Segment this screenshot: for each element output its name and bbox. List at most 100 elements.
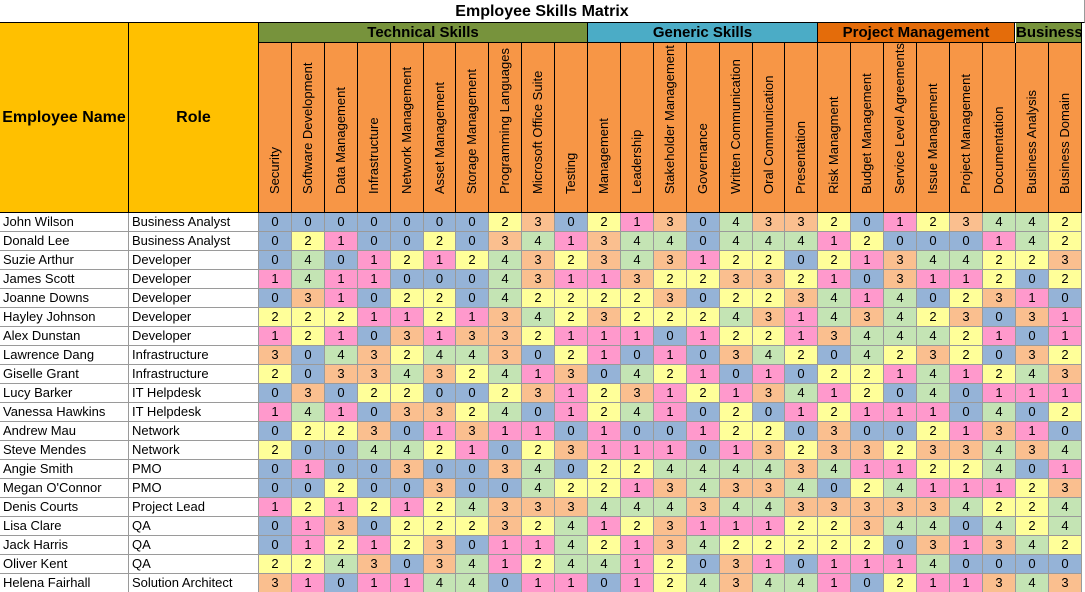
skill-level-cell[interactable]: 2: [818, 251, 851, 270]
skill-level-cell[interactable]: 2: [720, 251, 753, 270]
skill-level-cell[interactable]: 2: [884, 574, 917, 592]
skill-level-cell[interactable]: 1: [1049, 384, 1082, 403]
skill-level-cell[interactable]: 3: [259, 346, 292, 365]
skill-level-cell[interactable]: 0: [292, 365, 325, 384]
skill-level-cell[interactable]: 2: [555, 308, 588, 327]
skill-level-cell[interactable]: 4: [654, 498, 687, 517]
skill-level-cell[interactable]: 4: [1016, 536, 1049, 555]
skill-level-cell[interactable]: 1: [687, 251, 720, 270]
skill-level-cell[interactable]: 4: [884, 308, 917, 327]
skill-level-cell[interactable]: 0: [1049, 422, 1082, 441]
skill-level-cell[interactable]: 2: [1016, 251, 1049, 270]
skill-level-cell[interactable]: 1: [818, 555, 851, 574]
skill-level-cell[interactable]: 0: [950, 384, 983, 403]
role-cell[interactable]: QA: [129, 517, 259, 536]
skill-level-cell[interactable]: 0: [259, 479, 292, 498]
skill-level-cell[interactable]: 2: [950, 460, 983, 479]
skill-level-cell[interactable]: 4: [358, 441, 391, 460]
role-cell[interactable]: Solution Architect: [129, 574, 259, 592]
skill-level-cell[interactable]: 3: [325, 365, 358, 384]
skill-level-cell[interactable]: 2: [456, 403, 489, 422]
role-header[interactable]: Role: [129, 23, 259, 213]
skill-level-cell[interactable]: 3: [358, 365, 391, 384]
skill-level-cell[interactable]: 1: [588, 270, 621, 289]
skill-level-cell[interactable]: 1: [654, 441, 687, 460]
skill-level-cell[interactable]: 4: [555, 517, 588, 536]
skill-level-cell[interactable]: 4: [391, 365, 424, 384]
skill-level-cell[interactable]: 3: [522, 384, 555, 403]
skill-level-cell[interactable]: 3: [358, 422, 391, 441]
skill-column-header[interactable]: Stakeholder Management: [654, 43, 687, 213]
skill-level-cell[interactable]: 3: [654, 517, 687, 536]
skill-level-cell[interactable]: 1: [292, 460, 325, 479]
skill-level-cell[interactable]: 2: [1049, 346, 1082, 365]
skill-level-cell[interactable]: 3: [983, 536, 1016, 555]
skill-level-cell[interactable]: 3: [753, 384, 785, 403]
skill-level-cell[interactable]: 1: [489, 536, 522, 555]
skill-level-cell[interactable]: 3: [917, 346, 950, 365]
role-cell[interactable]: QA: [129, 555, 259, 574]
skill-level-cell[interactable]: 3: [522, 270, 555, 289]
skill-level-cell[interactable]: 1: [588, 346, 621, 365]
skill-level-cell[interactable]: 1: [588, 422, 621, 441]
skill-level-cell[interactable]: 1: [1049, 308, 1082, 327]
skill-level-cell[interactable]: 1: [621, 441, 654, 460]
skill-level-cell[interactable]: 3: [753, 308, 785, 327]
skill-level-cell[interactable]: 0: [391, 213, 424, 232]
skill-level-cell[interactable]: 2: [292, 232, 325, 251]
skill-level-cell[interactable]: 2: [555, 346, 588, 365]
skill-level-cell[interactable]: 3: [325, 517, 358, 536]
skill-level-cell[interactable]: 1: [522, 365, 555, 384]
skill-level-cell[interactable]: 3: [1049, 251, 1082, 270]
skill-level-cell[interactable]: 4: [621, 403, 654, 422]
skill-level-cell[interactable]: 2: [588, 213, 621, 232]
skill-level-cell[interactable]: 0: [1049, 289, 1082, 308]
skill-level-cell[interactable]: 4: [391, 441, 424, 460]
skill-level-cell[interactable]: 1: [325, 289, 358, 308]
skill-level-cell[interactable]: 4: [489, 270, 522, 289]
skill-level-cell[interactable]: 1: [917, 574, 950, 592]
employee-name-cell[interactable]: Donald Lee: [0, 232, 129, 251]
skill-level-cell[interactable]: 0: [358, 213, 391, 232]
skill-level-cell[interactable]: 1: [555, 232, 588, 251]
skill-level-cell[interactable]: 4: [720, 308, 753, 327]
skill-level-cell[interactable]: 1: [917, 479, 950, 498]
skill-level-cell[interactable]: 1: [950, 574, 983, 592]
skill-level-cell[interactable]: 0: [391, 232, 424, 251]
skill-level-cell[interactable]: 1: [325, 232, 358, 251]
skill-level-cell[interactable]: 0: [259, 517, 292, 536]
skill-level-cell[interactable]: 0: [522, 346, 555, 365]
skill-level-cell[interactable]: 4: [1016, 213, 1049, 232]
skill-level-cell[interactable]: 4: [884, 327, 917, 346]
skill-level-cell[interactable]: 3: [654, 536, 687, 555]
skill-level-cell[interactable]: 2: [785, 270, 818, 289]
skill-level-cell[interactable]: 3: [917, 441, 950, 460]
skill-level-cell[interactable]: 3: [588, 308, 621, 327]
skill-level-cell[interactable]: 2: [818, 517, 851, 536]
skill-level-cell[interactable]: 1: [259, 327, 292, 346]
skill-level-cell[interactable]: 0: [983, 308, 1016, 327]
skill-level-cell[interactable]: 2: [522, 517, 555, 536]
skill-level-cell[interactable]: 1: [753, 555, 785, 574]
skill-level-cell[interactable]: 0: [1016, 460, 1049, 479]
skill-level-cell[interactable]: 0: [555, 213, 588, 232]
skill-level-cell[interactable]: 4: [785, 232, 818, 251]
skill-group-header[interactable]: Project Management: [818, 23, 1015, 43]
skill-column-header[interactable]: Storage Management: [456, 43, 489, 213]
skill-level-cell[interactable]: 4: [456, 574, 489, 592]
skill-level-cell[interactable]: 2: [720, 327, 753, 346]
skill-level-cell[interactable]: 4: [917, 555, 950, 574]
skill-level-cell[interactable]: 3: [1016, 308, 1049, 327]
role-cell[interactable]: Network: [129, 441, 259, 460]
skill-level-cell[interactable]: 0: [325, 251, 358, 270]
skill-level-cell[interactable]: 3: [259, 574, 292, 592]
skill-level-cell[interactable]: 3: [720, 479, 753, 498]
skill-level-cell[interactable]: 1: [391, 498, 424, 517]
skill-level-cell[interactable]: 2: [1016, 479, 1049, 498]
skill-level-cell[interactable]: 3: [588, 232, 621, 251]
skill-level-cell[interactable]: 2: [818, 213, 851, 232]
skill-level-cell[interactable]: 2: [851, 384, 884, 403]
skill-level-cell[interactable]: 2: [917, 213, 950, 232]
skill-level-cell[interactable]: 0: [358, 517, 391, 536]
skill-level-cell[interactable]: 2: [884, 346, 917, 365]
